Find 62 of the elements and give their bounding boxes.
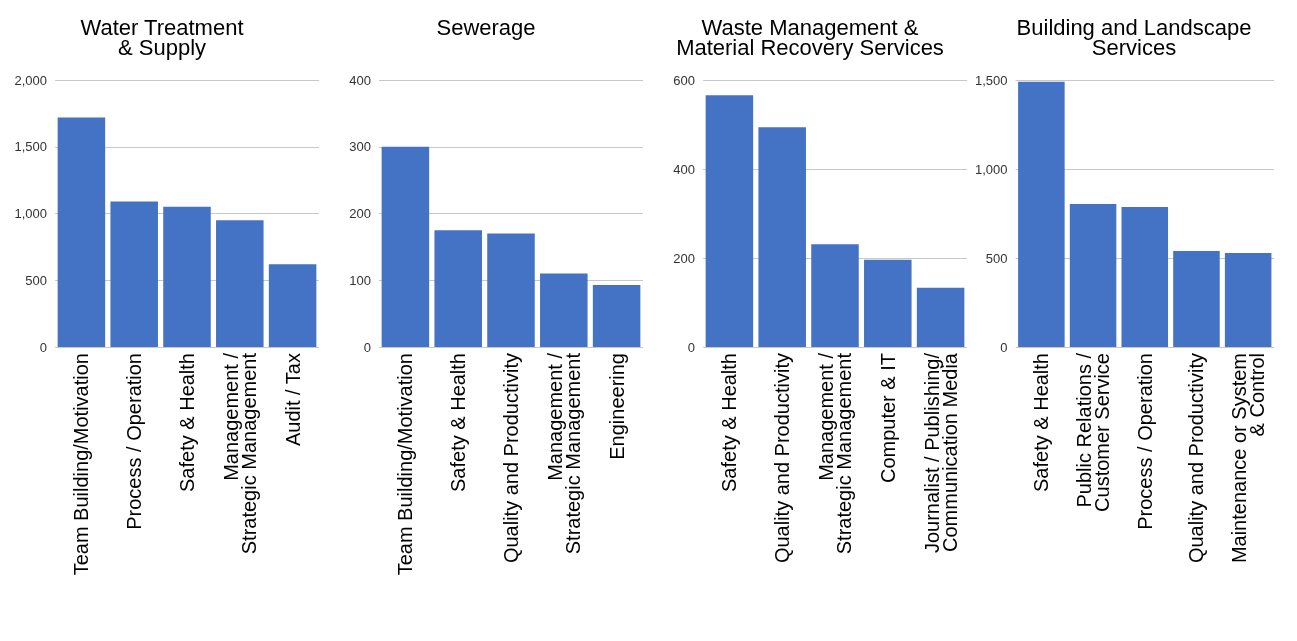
bar (57, 117, 106, 347)
x-tick-label: Audit / Tax (281, 353, 304, 447)
bar (487, 233, 535, 347)
bar (268, 264, 317, 347)
x-tick-label: Maintenance or System & Control (1228, 353, 1269, 564)
chart-title: Water Treatment & Supply (80, 14, 244, 60)
bar (705, 95, 754, 347)
x-tick-label: Safety & Health (1030, 353, 1053, 492)
x-tick-label: Team Building/Motivation (394, 353, 417, 576)
x-tick-label: Safety & Health (447, 353, 470, 492)
bar (110, 201, 158, 347)
y-tick-label: 200 (673, 250, 695, 266)
bar (811, 244, 859, 347)
bar (1121, 206, 1169, 347)
x-tick-label: Safety & Health (718, 353, 741, 492)
bar (916, 287, 965, 347)
y-tick-label: 0 (39, 339, 47, 355)
y-tick-label: 1,000 (974, 161, 1008, 177)
y-tick-label: 500 (25, 272, 47, 288)
y-tick-label: 1,000 (14, 206, 47, 221)
x-tick-label: Safety & Health (176, 353, 198, 492)
y-tick-label: 2,000 (14, 72, 47, 88)
x-tick-label: Journalist / Publishing/ Communication Media (920, 352, 961, 554)
y-tick-label: 200 (349, 206, 371, 221)
y-tick-label: 1,500 (14, 139, 47, 155)
x-tick-label: Public Relations / Customer Service (1073, 352, 1114, 512)
bar (381, 146, 430, 347)
x-tick-label: Management / Strategic Management (815, 352, 855, 555)
bar (216, 220, 264, 347)
bar (1018, 81, 1065, 347)
y-tick-label: 1,500 (974, 72, 1008, 88)
y-tick-label: 400 (673, 161, 695, 177)
bar (758, 127, 806, 347)
y-tick-label: 500 (985, 250, 1008, 266)
y-tick-label: 100 (349, 272, 371, 288)
bar (592, 284, 641, 347)
x-tick-label: Engineering (605, 353, 628, 460)
x-tick-label: Process / Operation (1133, 353, 1156, 530)
x-tick-label: Quality and Productivity (500, 353, 522, 564)
x-tick-label: Team Building/Motivation (70, 353, 93, 576)
x-tick-label: Management / Strategic Management (219, 352, 260, 555)
x-tick-label: Quality and Productivity (1185, 353, 1208, 564)
bar (434, 230, 482, 347)
x-tick-label: Management / Strategic Management (543, 352, 584, 555)
x-tick-label: Computer & IT (876, 353, 899, 484)
chart-title: Sewerage (436, 14, 536, 40)
bar (540, 273, 588, 347)
y-tick-label: 400 (349, 72, 371, 88)
y-tick-label: 0 (687, 339, 695, 355)
bar (163, 206, 211, 347)
x-tick-label: Process / Operation (123, 353, 146, 530)
bar (1069, 204, 1117, 347)
bar (1224, 253, 1272, 347)
bar (864, 259, 912, 347)
bar (1173, 251, 1220, 347)
y-tick-label: 0 (1000, 339, 1008, 355)
x-tick-label: Quality and Productivity (771, 353, 794, 564)
y-tick-label: 0 (363, 339, 371, 355)
y-tick-label: 600 (673, 72, 695, 88)
chart-title: Waste Management & Material Recovery Services (676, 14, 944, 60)
chart-title: Building and Landscape Services (1016, 14, 1252, 60)
y-tick-label: 300 (349, 139, 371, 155)
